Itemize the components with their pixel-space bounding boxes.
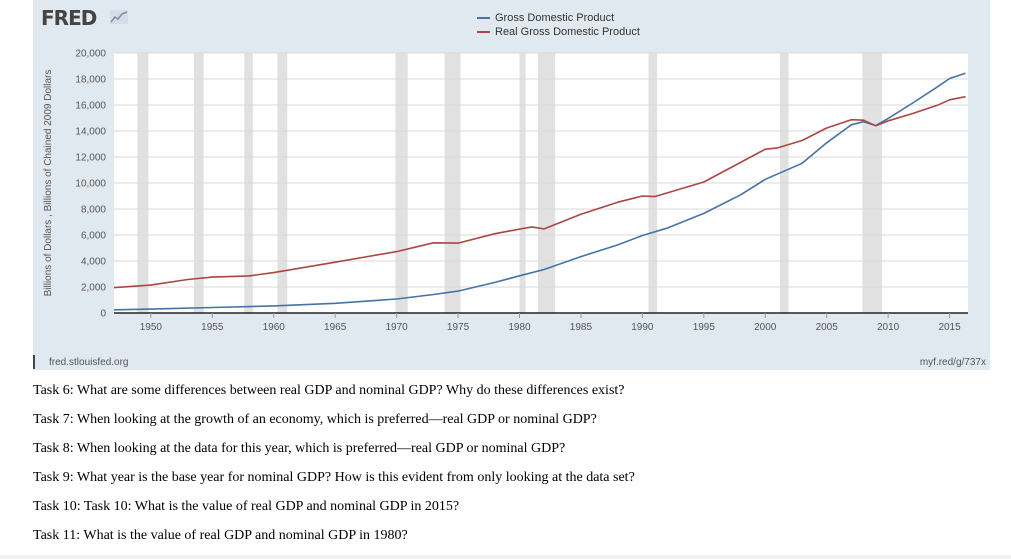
legend-item-gdp: Gross Domestic Product (477, 11, 640, 25)
x-tick-label: 2015 (938, 322, 961, 333)
y-tick-label: 18,000 (75, 75, 106, 86)
fred-logo: FRED (41, 6, 97, 30)
y-tick-label: 6,000 (81, 231, 106, 242)
x-tick-label: 2005 (816, 322, 839, 333)
x-tick-label: 1995 (693, 322, 716, 333)
x-tick-label: 1965 (324, 322, 347, 333)
x-tick-label: 1990 (631, 322, 654, 333)
legend-swatch-gdp (477, 17, 490, 19)
y-tick-label: 4,000 (81, 257, 106, 268)
legend-label-real-gdp: Real Gross Domestic Product (495, 26, 640, 38)
series-line-real-gdp (113, 95, 966, 289)
short-link[interactable]: myf.red/g/737x (919, 357, 986, 368)
task-10: Task 10: Task 10: What is the value of r… (33, 499, 460, 514)
y-tick-label: 14,000 (75, 127, 106, 138)
y-tick-label: 10,000 (75, 179, 106, 190)
x-tick-label: 1970 (385, 322, 408, 333)
x-tick-label: 1980 (508, 322, 531, 333)
task-7: Task 7: When looking at the growth of an… (33, 412, 597, 427)
task-8: Task 8: When looking at the data for thi… (33, 441, 566, 456)
task-9: Task 9: What year is the base year for n… (33, 470, 635, 485)
task-list: Task 6: What are some differences betwee… (33, 382, 635, 556)
y-tick-label: 20,000 (75, 49, 106, 60)
legend-swatch-real-gdp (477, 31, 490, 33)
chart-legend: Gross Domestic Product Real Gross Domest… (477, 11, 640, 39)
chart-plot: 0 2,000 4,000 6,000 8,000 10,000 12,000 14,000 1… (43, 49, 968, 333)
x-tick-label: 1985 (570, 322, 593, 333)
legend-label-gdp: Gross Domestic Product (495, 12, 615, 24)
y-tick-label: 0 (100, 309, 106, 320)
y-tick-label: 16,000 (75, 101, 106, 112)
x-tick-label: 2000 (754, 322, 777, 333)
fred-chart-panel: FRED Gross Domestic Product Real Gross D… (33, 0, 990, 370)
x-tick-label: 1960 (263, 322, 286, 333)
page-bottom-rule (0, 555, 1011, 559)
legend-item-real-gdp: Real Gross Domestic Product (477, 25, 640, 39)
source-divider (33, 355, 35, 369)
task-6: Task 6: What are some differences betwee… (33, 383, 625, 398)
x-tick-label: 1955 (201, 322, 224, 333)
x-tick-label: 1975 (447, 322, 470, 333)
x-tick-label: 2010 (877, 322, 900, 333)
x-tick-label: 1950 (140, 322, 163, 333)
series-line-gdp (113, 72, 966, 311)
y-axis-label: Billions of Dollars , Billions of Chaine… (43, 70, 54, 297)
y-tick-label: 8,000 (81, 205, 106, 216)
y-tick-label: 12,000 (75, 153, 106, 164)
y-tick-label: 2,000 (81, 283, 106, 294)
source-url[interactable]: fred.stlouisfed.org (49, 357, 129, 368)
trend-line-icon (110, 10, 128, 24)
task-11: Task 11: What is the value of real GDP a… (33, 528, 408, 543)
